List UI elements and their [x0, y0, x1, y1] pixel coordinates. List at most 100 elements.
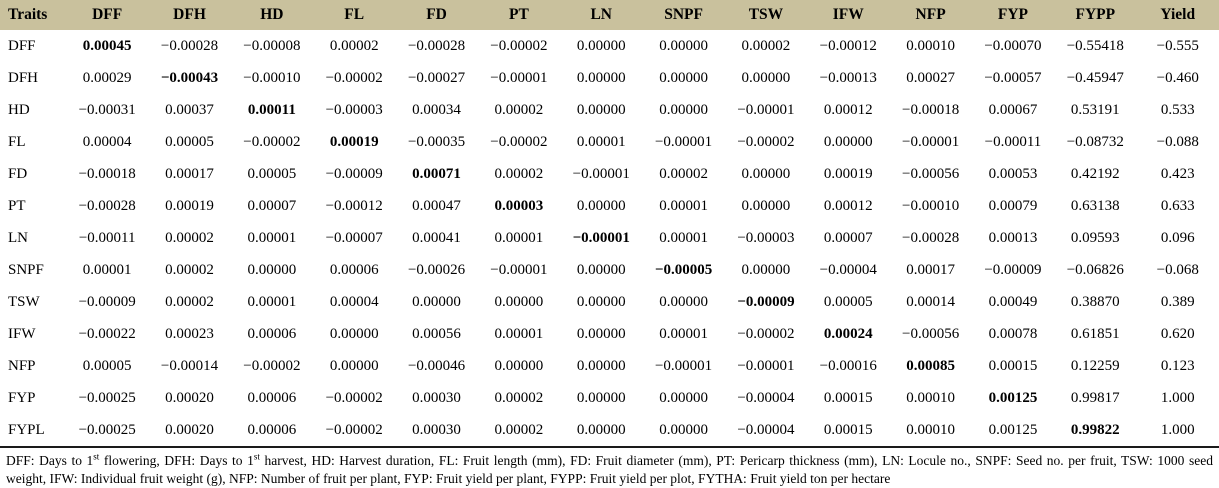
matrix-cell: −0.00010	[243, 69, 301, 86]
matrix-cell: −0.00003	[325, 101, 383, 118]
matrix-cell: 0.00002	[659, 165, 708, 182]
matrix-cell: 0.00000	[823, 133, 873, 150]
column-header-fyp: FYP	[971, 0, 1055, 30]
column-header-dff: DFF	[66, 0, 149, 30]
matrix-cell: 0.620	[1160, 325, 1195, 342]
matrix-cell: 0.00001	[82, 261, 132, 278]
matrix-cell: 0.00001	[659, 197, 708, 214]
matrix-cell: 0.00014	[906, 293, 955, 310]
matrix-cell: −0.00004	[819, 261, 877, 278]
matrix-cell: −0.00001	[490, 261, 548, 278]
matrix-cell: −0.00026	[407, 261, 466, 278]
matrix-cell: 0.00037	[165, 101, 214, 118]
matrix-cell: −0.00002	[325, 69, 383, 86]
matrix-cell: 0.00125	[988, 389, 1038, 406]
matrix-cell: 0.00011	[247, 101, 296, 118]
matrix-cell: 0.00020	[165, 421, 214, 438]
matrix-cell: 0.00005	[82, 357, 132, 374]
matrix-cell: −0.00001	[654, 133, 713, 150]
matrix-cell: 0.00023	[165, 325, 214, 342]
matrix-cell: 0.00015	[823, 421, 873, 438]
header-row: Traits DFF DFH HD FL FD PT LN SNPF TSW IFW NFP FYP FY…	[0, 0, 1219, 30]
matrix-cell: 0.00010	[906, 389, 955, 406]
matrix-cell: −0.00004	[737, 389, 795, 406]
matrix-cell: 1.000	[1160, 421, 1195, 438]
matrix-cell: 0.00045	[82, 37, 132, 54]
matrix-cell: −0.00016	[819, 357, 877, 374]
matrix-cell: 0.00000	[576, 197, 626, 214]
matrix-cell: −0.460	[1156, 69, 1199, 86]
matrix-cell: 0.00001	[247, 293, 297, 310]
table-row-ln: LN −0.00011 0.00002 0.00001 −0.00007 0.00041 0…	[0, 222, 1219, 254]
matrix-cell: −0.45947	[1066, 69, 1124, 86]
matrix-cell: 0.00000	[741, 69, 791, 86]
column-header-fl: FL	[313, 0, 396, 30]
matrix-cell: −0.00025	[78, 421, 136, 438]
matrix-cell: 0.00019	[165, 197, 214, 214]
table-row-tsw: TSW −0.00009 0.00002 0.00001 0.00004 0.00000 0…	[0, 286, 1219, 318]
table-row-hd: HD −0.00031 0.00037 0.00011 −0.00003 0.00034 0…	[0, 94, 1219, 126]
column-header-hd: HD	[230, 0, 314, 30]
matrix-cell: −0.00001	[572, 229, 630, 246]
table-row-fd: FD −0.00018 0.00017 0.00005 −0.00009 0.00071 0…	[0, 158, 1219, 190]
matrix-cell: −0.00028	[78, 197, 136, 214]
matrix-cell: 0.00001	[659, 325, 708, 342]
matrix-cell: 0.00004	[82, 133, 132, 150]
matrix-cell: 0.00071	[412, 165, 461, 182]
matrix-cell: −0.00027	[407, 69, 466, 86]
matrix-cell: −0.00009	[984, 261, 1042, 278]
matrix-cell: −0.00011	[78, 229, 136, 246]
row-label: PT	[8, 197, 26, 214]
matrix-cell: 0.00000	[576, 389, 626, 406]
matrix-cell: −0.00001	[654, 357, 713, 374]
matrix-cell: 0.00079	[988, 197, 1038, 214]
column-header-traits: Traits	[0, 0, 66, 30]
matrix-cell: 0.00000	[576, 261, 626, 278]
matrix-cell: 0.00029	[82, 69, 132, 86]
matrix-cell: −0.00057	[984, 69, 1042, 86]
matrix-cell: 0.00030	[412, 389, 461, 406]
matrix-cell: 0.00012	[823, 197, 873, 214]
matrix-cell: −0.00025	[78, 389, 136, 406]
matrix-cell: 0.00001	[494, 229, 544, 246]
row-label: NFP	[8, 357, 36, 374]
matrix-cell: 0.12259	[1070, 357, 1120, 374]
matrix-cell: 0.00030	[412, 421, 461, 438]
column-header-tsw: TSW	[724, 0, 808, 30]
matrix-cell: 0.00012	[823, 101, 873, 118]
matrix-cell: 0.00000	[659, 389, 708, 406]
table-row-pt: PT −0.00028 0.00019 0.00007 −0.00012 0.00047 0…	[0, 190, 1219, 222]
matrix-cell: 0.00006	[247, 325, 297, 342]
row-label: HD	[8, 101, 30, 118]
matrix-cell: 0.00005	[823, 293, 873, 310]
matrix-cell: 0.00034	[412, 101, 461, 118]
table-row-ifw: IFW −0.00022 0.00023 0.00006 0.00000 0.00056 0…	[0, 318, 1219, 350]
matrix-cell: 0.00000	[576, 101, 626, 118]
matrix-cell: 0.61851	[1070, 325, 1120, 342]
matrix-cell: 0.00002	[494, 421, 544, 438]
matrix-cell: −0.00002	[243, 133, 301, 150]
matrix-cell: 0.00002	[494, 389, 544, 406]
matrix-cell: 0.00002	[494, 165, 544, 182]
matrix-cell: −0.068	[1156, 261, 1199, 278]
matrix-cell: 0.096	[1160, 229, 1195, 246]
footnote-superscript: st	[253, 451, 260, 462]
matrix-cell: −0.00002	[490, 133, 548, 150]
matrix-cell: 0.00000	[494, 357, 544, 374]
matrix-cell: 0.00000	[576, 325, 626, 342]
matrix-cell: 0.00000	[494, 293, 544, 310]
table-header: Traits DFF DFH HD FL FD PT LN SNPF TSW IFW NFP FYP FY…	[0, 0, 1219, 30]
matrix-cell: 0.00001	[659, 229, 708, 246]
matrix-cell: 0.53191	[1070, 101, 1120, 118]
matrix-cell: 0.00027	[906, 69, 955, 86]
matrix-cell: 0.00049	[988, 293, 1038, 310]
matrix-cell: 0.00005	[165, 133, 214, 150]
traits-matrix-table: Traits DFF DFH HD FL FD PT LN SNPF TSW IFW NFP FYP FY…	[0, 0, 1219, 448]
matrix-cell: 0.00056	[412, 325, 461, 342]
matrix-cell: 0.00001	[576, 133, 626, 150]
table-row-nfp: NFP 0.00005 −0.00014 −0.00002 0.00000 −0.0004…	[0, 350, 1219, 382]
matrix-cell: −0.06826	[1066, 261, 1124, 278]
row-label: DFH	[8, 69, 39, 86]
matrix-cell: −0.00002	[490, 37, 548, 54]
